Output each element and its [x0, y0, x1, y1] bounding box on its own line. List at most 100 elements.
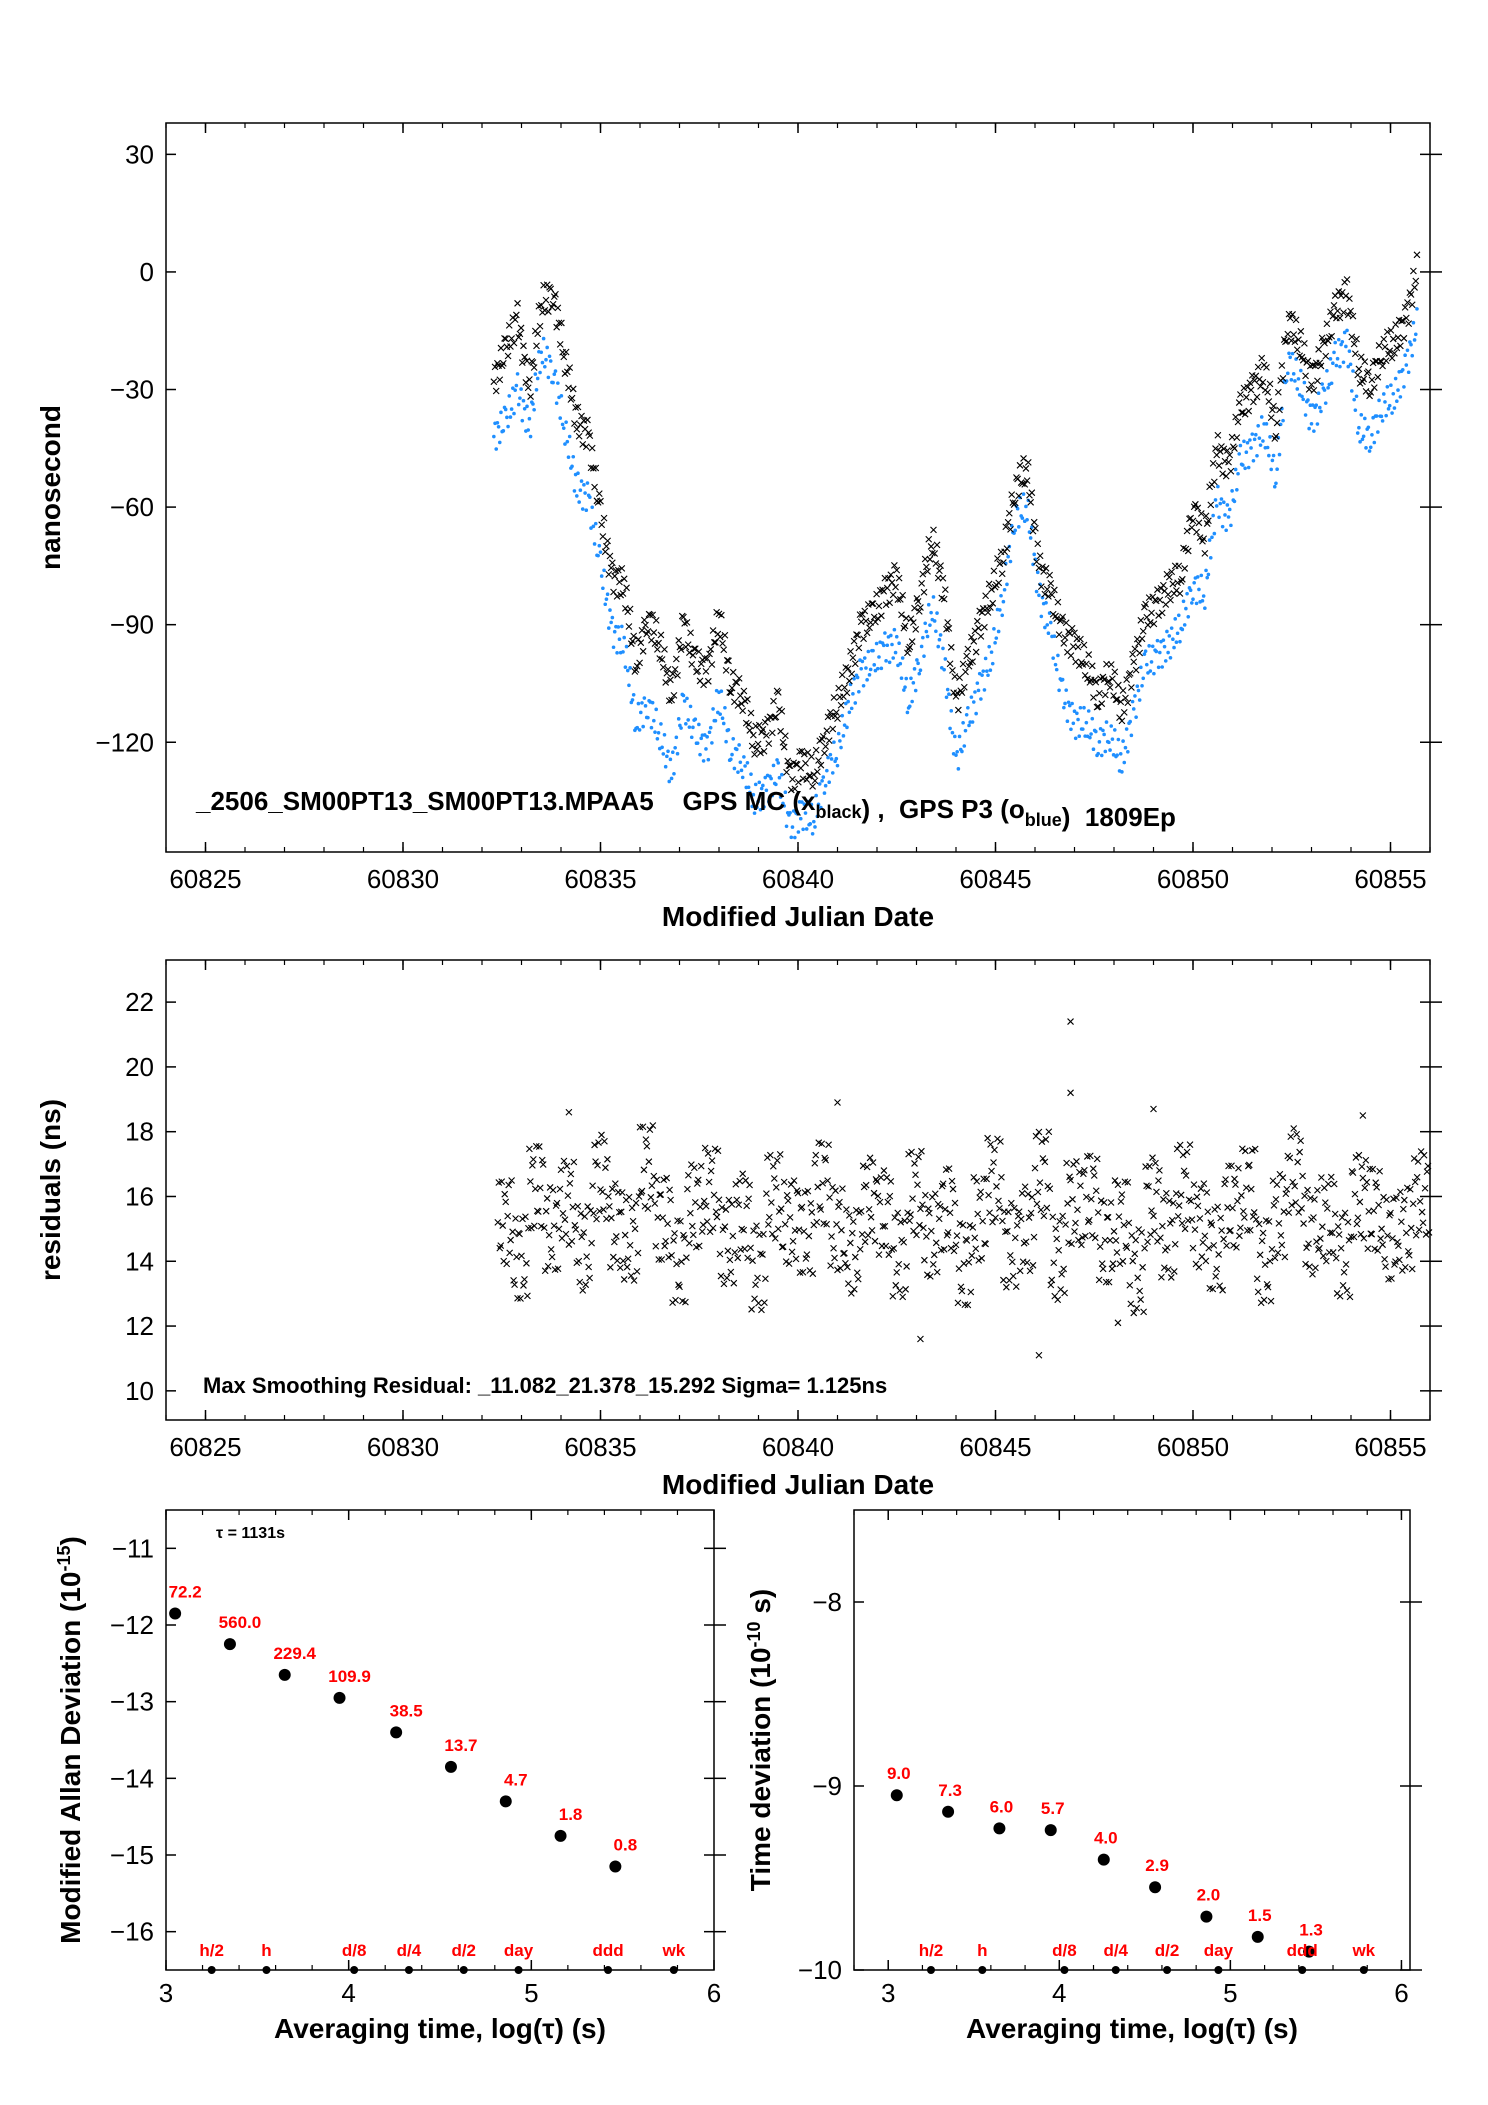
data-point-x [1047, 1281, 1055, 1289]
data-point-x [1015, 1208, 1023, 1216]
time-deviation-xtick-label: 5 [1223, 1978, 1237, 2008]
data-point-x [511, 1281, 518, 1288]
data-point-o [1322, 388, 1327, 392]
data-point-o [522, 406, 527, 411]
time-deviation-xtick-label: 4 [1052, 1978, 1066, 2008]
data-point-o [1240, 463, 1245, 467]
data-point-x [612, 1233, 620, 1240]
data-point-x [896, 1287, 904, 1294]
data-point-x [608, 559, 616, 567]
data-point-x [796, 748, 803, 756]
data-point-x [1175, 562, 1183, 570]
data-point-x [579, 1286, 587, 1294]
data-point-o [1072, 709, 1077, 714]
data-point-o [819, 805, 823, 810]
data-point-o [841, 734, 846, 738]
data-point-x [785, 1260, 793, 1267]
data-point-x [868, 1226, 876, 1234]
data-point-o [604, 597, 609, 601]
data-point-o [990, 661, 995, 666]
data-point-x [664, 1220, 672, 1228]
data-point-x [1124, 699, 1132, 707]
data-point-x [1239, 1207, 1247, 1215]
data-point-x [1126, 669, 1134, 677]
data-point-x [615, 1208, 623, 1216]
data-point-x [850, 1285, 858, 1293]
data-point-o [820, 779, 824, 783]
data-point-x [1376, 357, 1384, 365]
data-point-x [945, 1165, 953, 1173]
data-point-x [1109, 675, 1116, 683]
data-point-x [589, 1182, 596, 1190]
data-point-x [910, 1227, 917, 1235]
data-point-o [663, 764, 668, 769]
data-point-x [1091, 1234, 1099, 1242]
data-point-x [940, 595, 948, 603]
data-point-x [908, 1148, 915, 1156]
data-point-o [739, 768, 744, 773]
data-point-o [969, 695, 974, 699]
data-point-x [865, 1205, 873, 1213]
time-series-xlabel: Modified Julian Date [662, 901, 934, 932]
data-point-x [723, 1274, 731, 1282]
data-point-x [1167, 596, 1174, 604]
data-point-x [547, 285, 555, 293]
data-point-o [1032, 552, 1037, 557]
data-point-x [649, 611, 657, 619]
data-label: 229.4 [273, 1644, 316, 1663]
data-point-o [653, 730, 657, 734]
data-point-o [672, 771, 676, 776]
ylabel-part: Modified Allan Deviation (10 [55, 1572, 86, 1944]
data-point-x [739, 1170, 747, 1178]
data-point-o [525, 404, 529, 409]
data-point-o [1103, 749, 1108, 754]
data-point-x [1212, 445, 1219, 452]
data-point-o [1338, 364, 1342, 369]
data-point-x [963, 1237, 971, 1244]
data-point-x [639, 647, 647, 655]
data-point-x [1297, 1137, 1305, 1145]
data-point-o [1131, 707, 1136, 711]
data-point-o [1136, 688, 1141, 693]
time-series-xtick-label: 60825 [169, 864, 241, 894]
data-point-x [1106, 683, 1114, 691]
data-point-o [804, 827, 809, 831]
data-point-x [1205, 517, 1212, 525]
data-point-x [1288, 1201, 1296, 1209]
data-point-x [1254, 363, 1262, 371]
data-point-x [1146, 619, 1154, 626]
data-point-x [673, 1260, 680, 1268]
data-point-x [1226, 451, 1234, 459]
data-point-o [670, 750, 675, 755]
data-point-x [709, 627, 717, 634]
data-point-x [1165, 1197, 1173, 1205]
data-point-o [830, 771, 835, 775]
mod-allan-deviation-xtick-label: 3 [159, 1978, 173, 2008]
data-point-x [502, 335, 510, 343]
data-point-x [534, 1208, 542, 1216]
data-point-x [490, 378, 498, 386]
data-point-x [722, 666, 730, 674]
data-point-o [1006, 554, 1010, 559]
data-point-x [729, 668, 737, 676]
data-point-o [1020, 516, 1025, 520]
data-point-x [909, 1195, 916, 1202]
data-point-x [1081, 1232, 1089, 1240]
data-point-o [736, 770, 740, 774]
data-point-o [719, 689, 724, 694]
data-point-x [619, 590, 627, 597]
data-point-o [734, 747, 739, 752]
data-point-o [1201, 594, 1206, 598]
caption-part: blue [1025, 810, 1062, 830]
data-point-o [1043, 625, 1047, 630]
data-point-x [813, 768, 821, 776]
data-point-o [1352, 397, 1356, 402]
data-point-x [783, 1191, 791, 1199]
data-point-o [667, 779, 672, 784]
data-point-o [1366, 425, 1371, 430]
data-point-x [1210, 1241, 1218, 1249]
data-point-o [967, 723, 971, 728]
data-point-o [851, 692, 855, 696]
data-point-x [834, 715, 841, 723]
data-point-x [1399, 317, 1407, 324]
